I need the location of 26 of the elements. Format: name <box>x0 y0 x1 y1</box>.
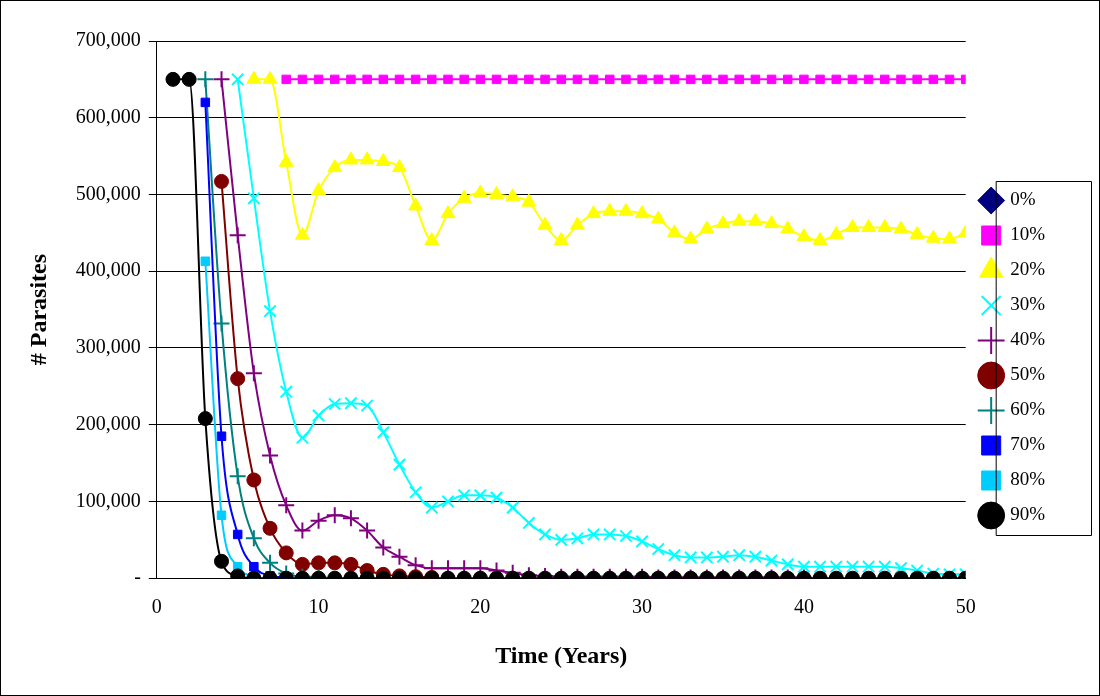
legend-label: 20% <box>1010 258 1046 280</box>
legend-label: 80% <box>1010 468 1046 490</box>
y-tick-label: 500,000 <box>75 181 141 204</box>
y-tick-label: 400,000 <box>75 258 141 281</box>
x-tick-label: 0 <box>151 595 162 618</box>
x-tick-label: 20 <box>470 595 491 618</box>
legend-label: 70% <box>1010 433 1046 455</box>
legend-label: 10% <box>1010 223 1046 245</box>
y-tick-label: - <box>134 565 141 588</box>
y-tick-label: 700,000 <box>75 28 141 51</box>
legend-label: 90% <box>1010 503 1046 525</box>
x-axis-title: Time (Years) <box>495 641 628 668</box>
x-tick-label: 40 <box>793 595 814 618</box>
y-tick-label: 100,000 <box>75 488 141 511</box>
legend-label: 30% <box>1010 293 1046 315</box>
y-tick-label: 300,000 <box>75 335 141 358</box>
legend-label: 60% <box>1010 398 1046 420</box>
x-tick-label: 30 <box>632 595 653 618</box>
legend-label: 50% <box>1010 363 1046 385</box>
x-tick-label: 50 <box>955 595 976 618</box>
legend-label: 40% <box>1010 328 1046 350</box>
legend-label: 0% <box>1010 188 1036 210</box>
y-tick-label: 600,000 <box>75 104 141 127</box>
y-axis-title: # Parasites <box>24 253 51 366</box>
y-tick-label: 200,000 <box>75 411 141 434</box>
x-tick-label: 10 <box>308 595 329 618</box>
